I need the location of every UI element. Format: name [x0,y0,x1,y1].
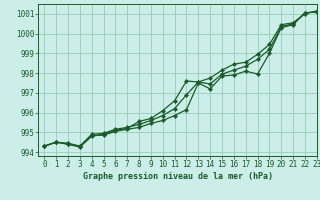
X-axis label: Graphe pression niveau de la mer (hPa): Graphe pression niveau de la mer (hPa) [83,172,273,181]
